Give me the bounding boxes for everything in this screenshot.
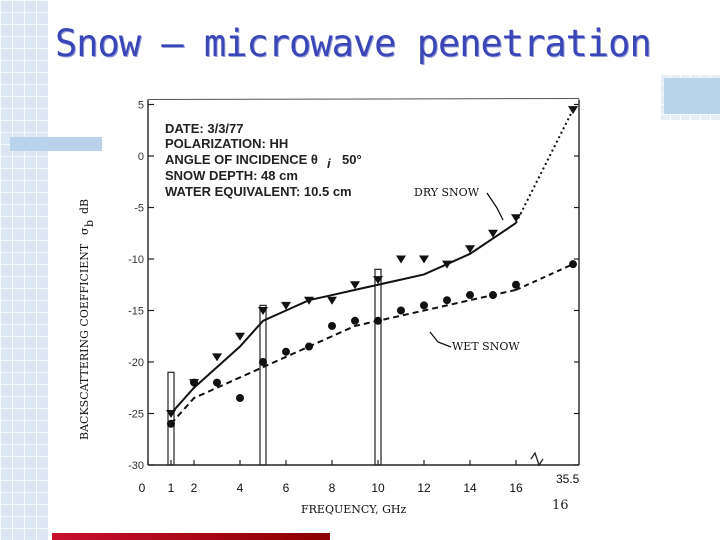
y-tick-label: -30 (128, 460, 144, 472)
y-axis-symbol-subscript: b (83, 220, 96, 227)
x-tick-label: 2 (191, 481, 198, 495)
wet-snow-point (259, 358, 267, 366)
wet-snow-point (374, 316, 382, 325)
slide-title: Snow – microwave penetration (55, 22, 652, 65)
y-tick-label: 0 (138, 151, 144, 163)
dry-snow-point (212, 353, 222, 362)
wet-snow-pointer (429, 331, 452, 348)
y-tick-label: -20 (128, 357, 144, 369)
x-tick-label: 14 (463, 481, 477, 495)
y-tick-label: -25 (128, 409, 144, 421)
dry-snow-extension-line (515, 109, 574, 224)
x-tick-label: 12 (417, 481, 431, 495)
y-tick-label: 5 (138, 100, 144, 112)
x-axis-break-mark (530, 451, 544, 467)
dry-snow-point (373, 276, 383, 285)
annotation-angle: ANGLE OF INCIDENCE θ (165, 152, 318, 167)
dry-snow-point (511, 214, 521, 223)
y-tick-label: -10 (128, 254, 144, 266)
dry-snow-point (419, 255, 429, 264)
wet-snow-extension-line (515, 263, 574, 291)
dry-snow-point (465, 245, 475, 254)
wet-snow-point (190, 378, 198, 387)
wet-snow-point (167, 419, 175, 428)
left-decorative-strip (0, 0, 48, 540)
y-axis-label-group: BACKSCATTERING COEFFICIENT σ b dB (78, 199, 96, 440)
wet-snow-fit-line (170, 288, 517, 425)
error-bar (167, 371, 175, 466)
dry-snow-point (281, 301, 291, 310)
annotation-date: DATE: 3/3/77 (165, 121, 244, 136)
annotation-polarization: POLARIZATION: HH (165, 136, 288, 151)
x-tick-label-35-5: 35.5 (556, 472, 580, 486)
dry-snow-point (235, 332, 245, 341)
wet-snow-point (236, 394, 244, 403)
x-tick-label: 0 (139, 481, 146, 495)
x-tick-label: 6 (283, 481, 290, 495)
wet-snow-point (397, 306, 405, 315)
y-tick-label: -5 (134, 203, 144, 215)
y-axis-unit: dB (78, 199, 91, 214)
dry-snow-point (350, 281, 360, 290)
x-tick-label: 10 (371, 481, 385, 495)
wet-snow-point (328, 321, 336, 330)
dry-snow-point (166, 410, 176, 418)
bottom-accent-bar (52, 533, 330, 540)
wet-snow-point (466, 291, 474, 300)
wet-snow-point (489, 291, 497, 300)
wet-snow-point (213, 378, 221, 387)
wet-snow-point (282, 347, 290, 356)
series-label-dry-snow: DRY SNOW (414, 186, 480, 199)
wet-snow-point (351, 316, 359, 325)
dry-snow-pointer (486, 192, 504, 221)
dry-snow-point (568, 106, 578, 115)
dry-snow-point (327, 296, 337, 305)
slide-number: 16 (552, 498, 569, 513)
dry-snow-fit-line (170, 222, 517, 415)
wet-snow-point (569, 260, 577, 269)
annotation-angle-subscript: i (327, 156, 331, 171)
y-tick-label: -15 (128, 306, 144, 318)
decorative-block-right (664, 78, 720, 114)
wet-snow-point (512, 280, 520, 289)
x-tick-label: 1 (168, 481, 175, 495)
dry-snow-point (396, 255, 406, 264)
dry-snow-point (304, 296, 314, 305)
annotation-water-equivalent: WATER EQUIVALENT: 10.5 cm (165, 184, 352, 199)
x-tick-label: 8 (329, 481, 336, 495)
annotation-snow-depth: SNOW DEPTH: 48 cm (165, 168, 298, 183)
error-bar (374, 268, 382, 466)
error-bar (259, 304, 267, 466)
dry-snow-point (258, 307, 268, 315)
x-tick-label: 4 (237, 481, 244, 495)
series-label-wet-snow: WET SNOW (452, 340, 520, 353)
annotation-angle-value: 50° (342, 152, 362, 167)
x-tick-label: 16 (509, 481, 523, 495)
x-axis-label: FREQUENCY, GHz (301, 503, 407, 516)
dry-snow-point (488, 229, 498, 238)
y-axis-label: BACKSCATTERING COEFFICIENT (78, 243, 91, 440)
y-axis-symbol: σ (78, 227, 91, 235)
dry-snow-point (442, 260, 452, 269)
wet-snow-point (305, 342, 313, 351)
decorative-block-left (10, 137, 102, 151)
wet-snow-point (420, 301, 428, 310)
wet-snow-point (443, 296, 451, 305)
top-frame-line (147, 98, 580, 100)
